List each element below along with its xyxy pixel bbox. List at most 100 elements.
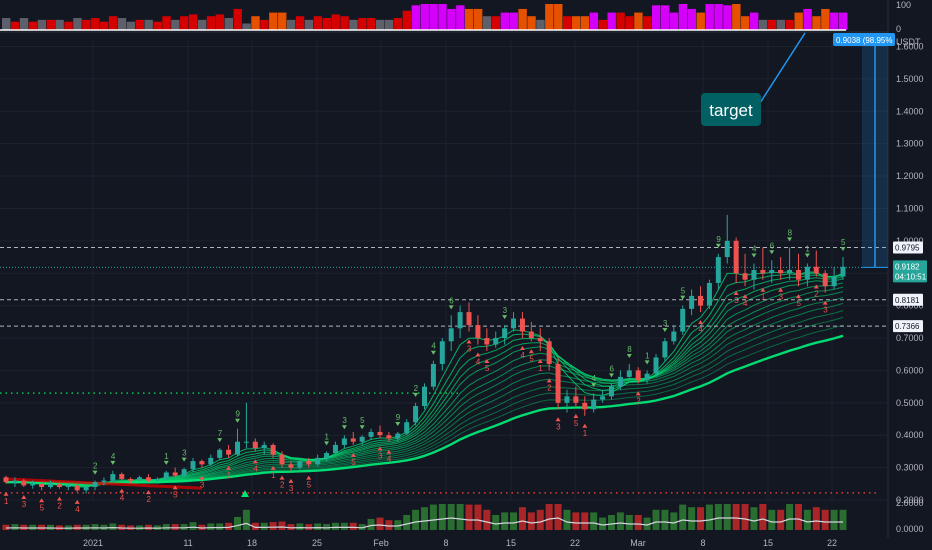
oscillator-bar (616, 12, 625, 30)
volume-bar (225, 522, 233, 530)
candle-body (439, 341, 445, 364)
volume-bar (821, 509, 829, 530)
ema-line (5, 271, 844, 488)
oscillator-bar (188, 14, 198, 30)
oscillator-bar (687, 8, 697, 31)
oscillator-bar (625, 16, 634, 30)
oscillator-bar (429, 4, 438, 30)
x-tick-label: 25 (312, 538, 322, 548)
candle-body (83, 487, 89, 491)
y-tick-label: 1.6000 (896, 41, 924, 51)
candle-body (350, 438, 356, 442)
oscillator-bar (447, 8, 456, 31)
oscillator-bar (402, 10, 412, 30)
candle-body (831, 276, 837, 287)
candle-body (653, 357, 659, 374)
candle-body (733, 240, 739, 274)
volume-bar (705, 504, 713, 530)
candle-body (65, 485, 71, 488)
oscillator-bar (82, 19, 91, 30)
x-tick-label: 2021 (83, 538, 103, 548)
volume-bar (2, 524, 10, 530)
y-tick-label: 1.4000 (896, 106, 924, 116)
ema-line (5, 334, 844, 485)
oscillator-bar (99, 21, 109, 30)
ema-line (5, 274, 844, 487)
volume-bar (803, 509, 811, 530)
candle-body (226, 449, 232, 455)
oscillator-bar (767, 19, 777, 30)
volume-bar (750, 507, 758, 530)
signal-count-label: 3 (779, 293, 784, 302)
oscillator-bar (313, 16, 323, 30)
sell-signal-marker (795, 294, 801, 299)
oscillator-bar (269, 12, 278, 30)
sell-signal-marker (56, 496, 62, 501)
oscillator-bar (126, 21, 136, 30)
candle-body (564, 396, 570, 403)
candle-body (110, 474, 116, 481)
oscillator-bar (776, 19, 786, 30)
candle-body (163, 472, 169, 479)
volume-bar (118, 524, 126, 530)
oscillator-bar (571, 16, 581, 30)
y-tick-label: 0.4000 (896, 430, 924, 440)
volume-bar (260, 522, 268, 530)
oscillator-bar (251, 16, 260, 30)
candle-body (315, 457, 321, 465)
signal-count-label: 4 (752, 245, 757, 254)
signal-count-label: 3 (734, 296, 739, 305)
oscillator-bar (171, 19, 180, 30)
candle-body (742, 273, 748, 280)
volume-bar (581, 512, 589, 530)
volume-bar (331, 522, 339, 530)
oscillator-bar (367, 18, 376, 30)
candle-body (528, 331, 534, 339)
oscillator-bar (206, 16, 216, 30)
target-label-text: 0.9038 (98.95% (836, 36, 893, 45)
candle-body (617, 376, 623, 387)
candle-body (591, 399, 597, 410)
sell-signal-marker (484, 358, 490, 363)
oscillator-bar (2, 18, 11, 30)
signal-count-label: 3 (467, 345, 472, 354)
signal-count-label: 5 (360, 416, 365, 425)
oscillator-bar (554, 4, 563, 30)
oscillator-bar (135, 19, 144, 30)
volume-bar (269, 522, 277, 530)
buy-signal-marker (751, 253, 757, 258)
x-tick-label: Mar (630, 538, 646, 548)
candle-body (3, 477, 9, 483)
volume-bar (768, 509, 776, 530)
buy-signal-marker (680, 295, 686, 300)
signal-count-label: 9 (716, 235, 721, 244)
sell-signal-marker (475, 352, 481, 357)
y-tick-label: 0.6000 (896, 365, 924, 375)
volume-bar (643, 517, 651, 530)
signal-count-label: 4 (431, 342, 436, 351)
volume-bar (625, 515, 633, 530)
oscillator-bar (794, 12, 803, 30)
buy-signal-marker (395, 421, 401, 426)
buy-signal-marker (715, 243, 721, 248)
candle-body (279, 454, 285, 465)
oscillator-bar (500, 12, 510, 30)
volume-bar (590, 512, 598, 530)
candle-body (30, 483, 36, 486)
signal-count-label: 4 (111, 452, 116, 461)
volume-ma-line (5, 517, 843, 529)
volume-bar (563, 509, 571, 530)
oscillator-bar (242, 23, 251, 30)
volume-bar (278, 521, 286, 530)
signal-count-label: 4 (699, 325, 704, 334)
volume-bar (358, 524, 366, 530)
sell-signal-marker (537, 358, 543, 363)
candle-body (724, 240, 730, 258)
oscillator-bar (384, 19, 394, 30)
oscillator-bar (732, 4, 741, 30)
buy-signal-marker (413, 392, 419, 397)
oscillator-bar (749, 12, 759, 30)
volume-bar (376, 517, 384, 530)
signal-count-label: 2 (57, 502, 62, 511)
